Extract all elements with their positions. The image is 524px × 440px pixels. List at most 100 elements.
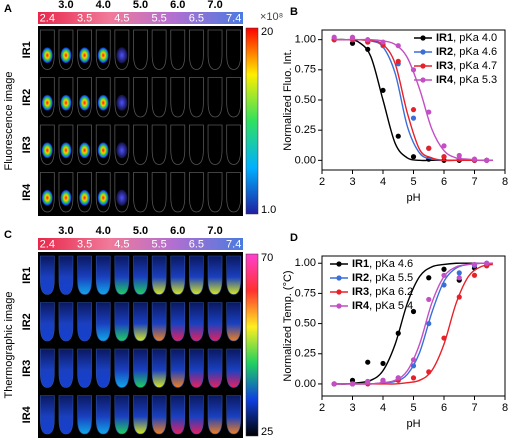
tube [39,29,55,70]
tube-glow [116,47,128,64]
tube-glow [79,47,91,64]
tube [151,77,167,118]
x-tick-label: 2 [319,176,325,188]
tube [151,302,167,342]
tube-glow [60,142,72,159]
data-point [441,272,447,278]
tube [170,255,186,295]
data-point [441,154,447,160]
ph-label-top: 6.0 [170,225,185,237]
colorbar [245,27,259,215]
ph-label-bottom: 6.5 [189,238,204,250]
tube [226,348,241,388]
tube [77,302,92,342]
tube [189,124,204,165]
x-tick-label: 7 [471,402,477,414]
data-point [395,58,401,64]
legend-marker [336,303,342,309]
row-label: IR3 [21,136,33,153]
tube [77,395,92,435]
tube [170,77,186,118]
tube [133,395,148,435]
row-label: IR4 [21,405,33,423]
legend-label: IR1, pKa 4.6 [352,258,413,270]
tube [207,124,223,165]
y-tick-label: 0.00 [295,378,316,390]
y-tick-label: 0.25 [295,124,316,136]
panel-label: C [4,229,12,241]
ph-label-bottom: 6.5 [189,12,204,24]
legend-marker [420,49,426,55]
x-tick-label: 2 [319,402,325,414]
data-point [456,270,462,276]
tube [77,348,92,388]
image-y-label: Thermographic image [3,292,15,399]
data-point [410,375,417,381]
tube [114,255,130,295]
y-tick-label: 1.00 [295,34,316,46]
image-background [38,26,243,216]
tube-glow [97,47,109,64]
data-point [395,375,401,381]
tube [40,302,55,342]
tube [95,348,111,388]
data-point [380,377,386,383]
data-point [426,109,432,115]
tube [207,29,223,70]
data-point [441,282,447,288]
data-point [484,157,490,163]
fit-curve [334,262,493,385]
tube [189,77,204,118]
row-label: IR1 [21,41,33,58]
tube-glow [97,94,109,111]
ph-label-bottom: 2.4 [40,238,55,250]
data-point [365,46,371,52]
tube [114,172,130,213]
row-label: IR3 [21,360,33,377]
tube [226,395,241,435]
tube [39,172,55,213]
tube [151,172,167,213]
tube [77,77,92,118]
tube [207,302,223,342]
y-tick-label: 1.00 [295,257,316,269]
colorbar [245,253,259,437]
data-point [349,40,356,46]
tube [189,255,204,295]
ph-label-bottom: 3.5 [77,12,92,24]
tube-glow [116,142,128,159]
tube [226,255,241,295]
data-point [349,377,356,383]
legend-marker [336,275,342,281]
tube [226,124,242,165]
ph-label-top: 5.0 [133,225,148,237]
tube-glow [97,189,109,206]
panel-label: B [290,6,298,18]
tube [170,124,186,165]
ph-gradient-bar [38,12,243,24]
tube [39,124,55,165]
tube [170,395,186,435]
tube [114,395,130,435]
data-point [456,152,462,159]
tube-glow [79,189,91,206]
data-point [441,266,447,272]
tube [114,302,130,342]
data-point [380,360,386,367]
tube [95,172,111,213]
tube [189,172,204,213]
data-point [426,320,432,327]
panel-label: A [4,3,12,15]
data-point [410,363,417,369]
data-point [395,43,401,49]
tube [58,124,74,165]
colorbar-max: 20 [261,26,273,38]
tube [207,348,223,388]
x-tick-label: 5 [410,176,416,188]
data-point [426,275,432,281]
tube [170,172,186,213]
tube [226,77,242,118]
legend-marker [420,77,426,83]
colorbar-min: 1.0 [261,204,276,216]
colorbar-min: 25 [261,426,273,438]
